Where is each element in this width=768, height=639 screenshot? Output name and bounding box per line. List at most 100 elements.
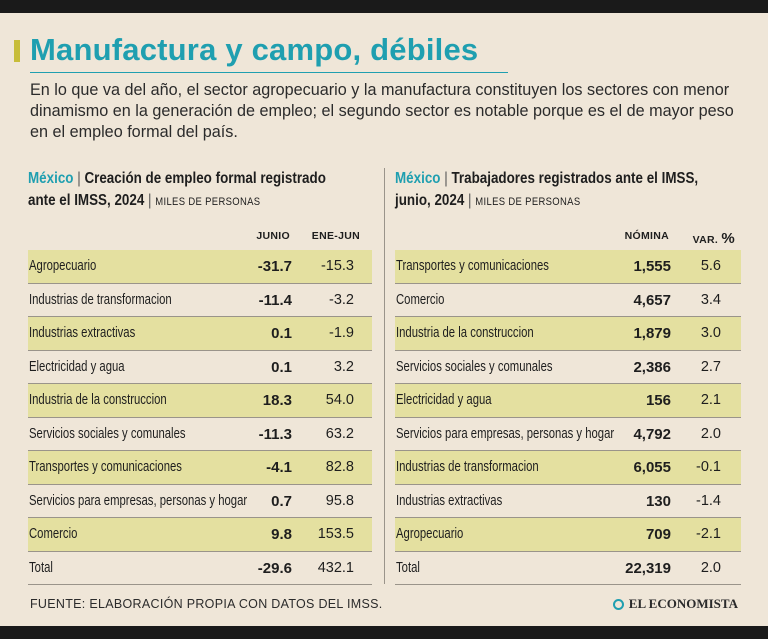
page-title: Manufactura y campo, débiles [30, 32, 479, 67]
right-value1-cell: 130 [645, 492, 671, 510]
right-category-cell: Servicios para empresas, personas y hoga… [396, 425, 615, 442]
left-table-panel: México | Creación de empleo formal regis… [28, 168, 372, 585]
left-col-header-2: ENE-JUN [311, 230, 360, 242]
right-category-cell: Electricidad y agua [396, 392, 492, 408]
right-category-cell: Transportes y comunicaciones [396, 258, 549, 274]
left-value2-cell: 95.8 [325, 492, 354, 509]
bottom-bar [0, 626, 768, 639]
right-value2-cell: 5.6 [700, 258, 721, 274]
left-table-row: Industrias extractivas 0.1 -1.9 [28, 317, 372, 351]
right-table-row: Servicios sociales y comunales 2,386 2.7 [395, 351, 741, 384]
right-value1-cell: 1,879 [633, 325, 671, 342]
right-value2-cell: 2.7 [700, 358, 721, 375]
right-value2-cell: 3.0 [700, 325, 721, 341]
right-unit: MILES DE PERSONAS [475, 196, 581, 208]
right-value1-cell: 709 [645, 526, 671, 543]
right-category-cell: Servicios sociales y comunales [396, 358, 553, 375]
brand-logo: EL ECONOMISTA [612, 596, 738, 612]
left-col-header-1: JUNIO [256, 230, 290, 242]
left-category-cell: Industrias de transformacion [29, 291, 172, 308]
title-separator: | [148, 192, 152, 209]
right-value2-cell: -1.4 [696, 492, 721, 509]
right-category-cell: Agropecuario [396, 526, 464, 542]
right-category-cell: Comercio [396, 291, 445, 308]
right-col-header-pct: % [721, 230, 735, 247]
left-table-row: Industrias de transformacion -11.4 -3.2 [28, 284, 372, 317]
right-col-header-2: VAR. % [693, 230, 735, 247]
left-value1-cell: 9.8 [271, 526, 292, 543]
right-value1-cell: 4,657 [633, 291, 671, 309]
left-table-row: Electricidad y agua 0.1 3.2 [28, 351, 372, 384]
right-value2-cell: -0.1 [696, 459, 721, 475]
right-value2-cell: 3.4 [700, 291, 721, 308]
left-table-row: Industria de la construccion 18.3 54.0 [28, 384, 372, 418]
left-value2-cell: 54.0 [325, 392, 354, 408]
right-table-row: Industrias extractivas 130 -1.4 [395, 485, 741, 518]
left-value2-cell: -1.9 [329, 325, 354, 341]
left-table-row: Total -29.6 432.1 [28, 552, 372, 585]
right-col-header-var: VAR. [692, 234, 719, 246]
left-category-cell: Agropecuario [29, 258, 97, 274]
right-title-line1: Trabajadores registrados ante el IMSS, [451, 170, 699, 187]
right-table-row: Comercio 4,657 3.4 [395, 284, 741, 317]
left-value1-cell: 0.1 [271, 358, 292, 376]
left-value1-cell: 18.3 [262, 392, 292, 409]
left-value1-cell: 0.7 [271, 492, 292, 510]
title-accent-bar [14, 40, 20, 62]
brand-icon [612, 598, 624, 610]
left-table-row: Agropecuario -31.7 -15.3 [28, 250, 372, 284]
right-value2-cell: 2.0 [700, 425, 721, 442]
title-underline [30, 72, 508, 73]
left-table-row: Servicios sociales y comunales -11.3 63.2 [28, 418, 372, 451]
right-category-cell: Industrias extractivas [396, 492, 503, 509]
left-value1-cell: -11.3 [258, 425, 292, 443]
right-value2-cell: -2.1 [696, 526, 721, 542]
left-table-row: Servicios para empresas, personas y hoga… [28, 485, 372, 518]
left-value2-cell: 153.5 [317, 526, 354, 542]
right-value1-cell: 4,792 [633, 425, 671, 443]
left-category-cell: Industrias extractivas [29, 325, 136, 341]
right-category-cell: Total [396, 559, 420, 576]
right-table-row: Total 22,319 2.0 [395, 552, 741, 585]
left-table-row: Transportes y comunicaciones -4.1 82.8 [28, 451, 372, 485]
right-table-row: Electricidad y agua 156 2.1 [395, 384, 741, 418]
title-separator: | [468, 192, 472, 209]
right-table-row: Transportes y comunicaciones 1,555 5.6 [395, 250, 741, 284]
right-title-line2: junio, 2024 [395, 192, 465, 209]
right-country: México [395, 170, 441, 187]
right-category-cell: Industria de la construccion [396, 325, 534, 341]
right-col-header-1: NÓMINA [624, 230, 669, 242]
brand-name: EL ECONOMISTA [628, 596, 738, 611]
left-table-row: Comercio 9.8 153.5 [28, 518, 372, 552]
left-value1-cell: 0.1 [271, 325, 292, 342]
left-title-line2: ante el IMSS, 2024 [28, 192, 145, 209]
left-category-cell: Electricidad y agua [29, 358, 125, 375]
page-subtitle: En lo que va del año, el sector agropecu… [30, 81, 734, 141]
left-value2-cell: -15.3 [320, 258, 354, 274]
right-table-row: Agropecuario 709 -2.1 [395, 518, 741, 552]
left-title-line1: Creación de empleo formal registrado [84, 170, 326, 187]
left-category-cell: Servicios para empresas, personas y hoga… [29, 492, 248, 509]
right-value1-cell: 1,555 [633, 258, 671, 275]
right-value1-cell: 2,386 [633, 358, 671, 376]
left-value1-cell: -31.7 [257, 258, 292, 275]
left-table-title: México | Creación de empleo formal regis… [28, 168, 372, 213]
left-value2-cell: 3.2 [333, 358, 354, 375]
left-category-cell: Total [29, 559, 53, 576]
title-separator: | [77, 170, 81, 187]
title-separator: | [444, 170, 448, 187]
left-category-cell: Servicios sociales y comunales [29, 425, 186, 442]
left-value1-cell: -4.1 [266, 459, 292, 476]
left-value1-cell: -11.4 [258, 291, 292, 309]
top-bar [0, 0, 768, 13]
left-value2-cell: -3.2 [329, 291, 354, 308]
left-value2-cell: 63.2 [325, 425, 354, 442]
right-value2-cell: 2.1 [700, 392, 721, 408]
left-unit: MILES DE PERSONAS [155, 196, 261, 208]
right-value1-cell: 6,055 [633, 459, 671, 476]
right-category-cell: Industrias de transformacion [396, 459, 539, 475]
right-value2-cell: 2.0 [700, 559, 721, 576]
left-value1-cell: -29.6 [257, 559, 292, 577]
source-note: FUENTE: ELABORACIÓN PROPIA CON DATOS DEL… [30, 597, 383, 611]
